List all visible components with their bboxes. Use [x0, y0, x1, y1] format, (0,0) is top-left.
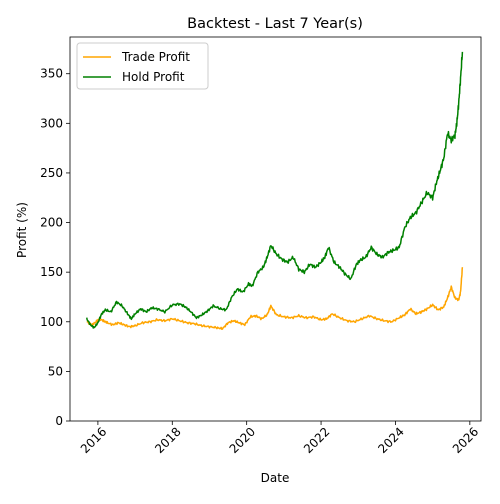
- y-tick-label: 100: [40, 315, 63, 329]
- chart-title: Backtest - Last 7 Year(s): [187, 16, 363, 32]
- y-tick-label: 50: [48, 364, 63, 378]
- legend-label: Hold Profit: [122, 70, 185, 84]
- y-tick-label: 350: [40, 67, 63, 81]
- y-tick-label: 150: [40, 265, 63, 279]
- series-line-trade-profit: [86, 267, 464, 331]
- y-axis-label: Profit (%): [15, 202, 29, 258]
- y-tick-label: 0: [55, 414, 63, 428]
- axes-frame: [69, 36, 482, 422]
- y-tick-label: 250: [40, 166, 63, 180]
- legend-label: Trade Profit: [121, 50, 190, 64]
- x-axis-label: Date: [261, 471, 290, 485]
- y-tick-label: 300: [40, 116, 63, 130]
- legend: Trade Profit Hold Profit: [76, 42, 209, 90]
- y-tick-label: 200: [40, 216, 63, 230]
- series-line-hold-profit: [86, 51, 464, 329]
